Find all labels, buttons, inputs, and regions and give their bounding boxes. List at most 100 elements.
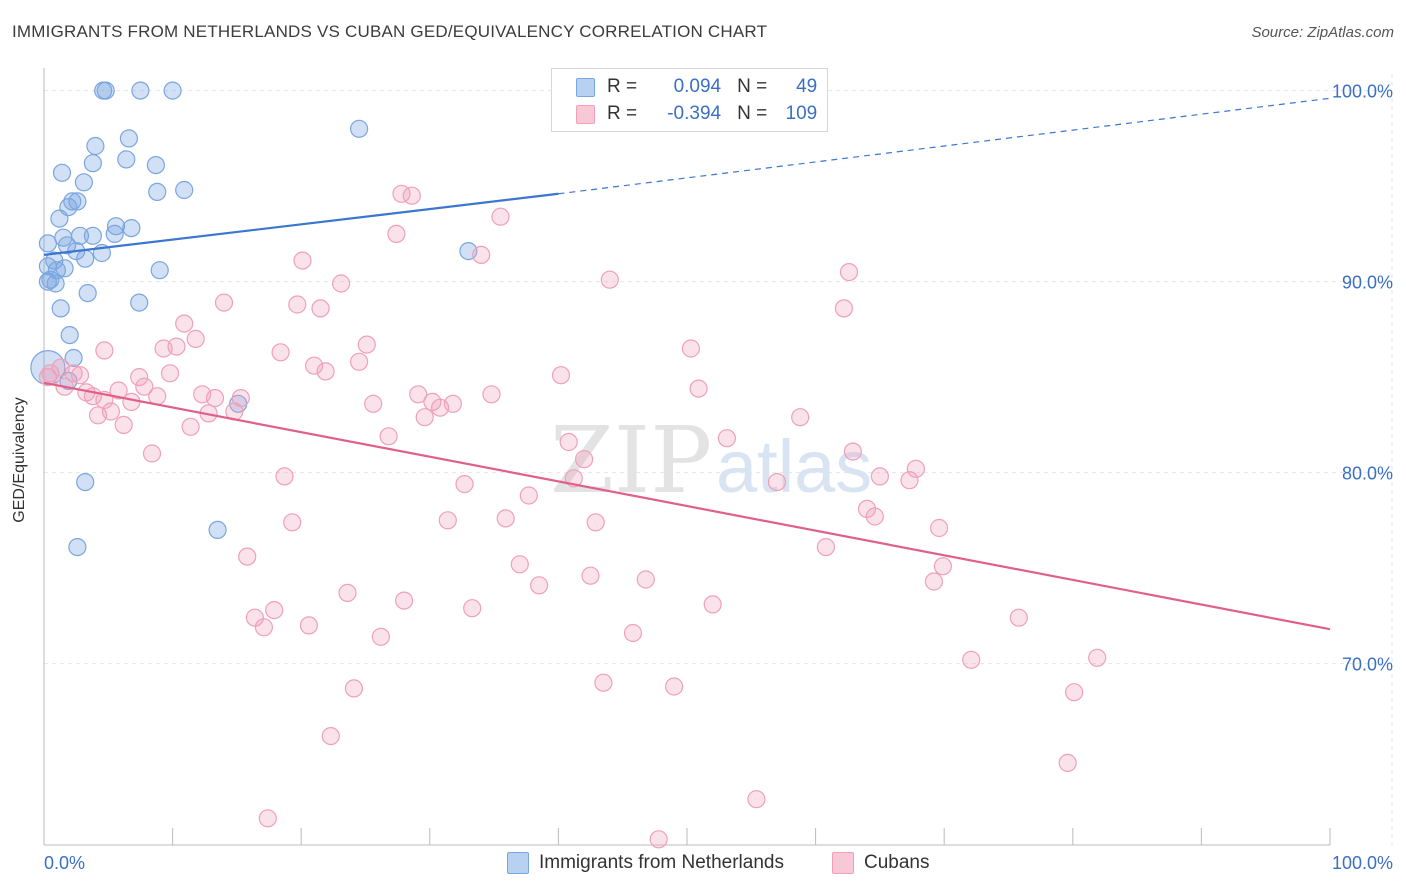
cuban-point <box>332 274 351 293</box>
netherlands-trend-extension <box>558 97 1331 195</box>
cuban-point <box>870 467 890 486</box>
netherlands-point <box>105 224 124 243</box>
netherlands-point <box>163 81 182 100</box>
cubans-trend-line <box>43 381 1331 631</box>
cuban-point <box>364 394 383 413</box>
netherlands-point <box>38 234 58 253</box>
cuban-point <box>510 555 529 574</box>
cuban-point <box>409 385 428 404</box>
cuban-point <box>371 627 390 646</box>
cuban-point <box>443 394 462 413</box>
cuban-point <box>1064 683 1084 702</box>
cuban-point <box>664 677 684 696</box>
netherlands-point <box>68 192 87 211</box>
cuban-point <box>258 809 277 828</box>
trend-lines <box>43 97 1331 631</box>
r-label: R = <box>607 76 638 97</box>
netherlands-point <box>76 473 95 492</box>
cuban-point <box>703 595 722 614</box>
cuban-point <box>350 352 369 371</box>
cuban-point <box>962 650 981 669</box>
cuban-point <box>402 186 421 205</box>
cuban-point <box>114 415 133 434</box>
netherlands-point <box>83 154 103 173</box>
netherlands-point <box>41 270 60 289</box>
cuban-point <box>681 339 701 358</box>
tick-labels: 70.0% 80.0% 90.0% 100.0% 0.0% 100.0% <box>44 82 1393 873</box>
cuban-point <box>122 392 141 411</box>
r-label: R = <box>607 103 638 124</box>
cuban-point <box>379 427 398 446</box>
cuban-point <box>929 518 949 538</box>
cuban-point <box>767 473 787 492</box>
cuban-point <box>101 402 121 421</box>
netherlands-point <box>150 261 169 280</box>
n-label: N = <box>737 76 768 97</box>
cuban-point <box>357 335 376 354</box>
cuban-point <box>205 389 225 408</box>
legend-item-cubans: Cubans <box>832 852 930 874</box>
cuban-point <box>472 245 491 264</box>
n-value: 109 <box>785 103 818 124</box>
axes <box>43 68 1331 846</box>
chart-title: IMMIGRANTS FROM NETHERLANDS VS CUBAN GED… <box>12 22 768 41</box>
cuban-point <box>834 299 854 318</box>
netherlands-point <box>131 81 150 100</box>
data-points <box>30 81 1107 849</box>
cuban-point <box>933 557 953 576</box>
netherlands-point <box>175 180 194 200</box>
gridlines <box>44 74 1393 845</box>
cuban-point <box>231 389 250 408</box>
cuban-point <box>649 830 668 849</box>
cuban-point <box>160 364 180 383</box>
legend-row-cubans: R = -0.394 N = 109 <box>576 101 817 127</box>
cuban-point <box>843 442 863 461</box>
cuban-point <box>924 572 944 591</box>
cuban-point <box>839 263 859 282</box>
cuban-point <box>636 570 655 589</box>
cuban-point <box>238 547 257 566</box>
netherlands-point <box>106 217 126 236</box>
cuban-point <box>519 486 538 505</box>
netherlands-swatch <box>576 77 595 97</box>
netherlands-point <box>78 284 97 303</box>
cuban-point <box>148 387 167 406</box>
cuban-point <box>135 377 154 396</box>
netherlands-legend-label: Immigrants from Netherlands <box>539 852 784 873</box>
netherlands-point <box>74 173 94 192</box>
source-label: Source: ZipAtlas.com <box>1251 24 1394 41</box>
netherlands-point <box>122 219 141 238</box>
x-tick-label: 0.0% <box>44 853 85 873</box>
cuban-point <box>600 270 619 289</box>
cuban-point <box>1058 753 1077 773</box>
y-tick-label: 90.0% <box>1342 273 1393 293</box>
cuban-point <box>142 444 162 463</box>
cuban-point <box>865 507 884 526</box>
netherlands-point <box>117 150 136 169</box>
n-label: N = <box>737 103 768 124</box>
netherlands-point <box>70 226 90 245</box>
cuban-point <box>321 726 340 746</box>
netherlands-point <box>64 348 83 368</box>
cuban-point <box>293 251 312 270</box>
netherlands-trend-line <box>43 192 559 256</box>
cuban-point <box>586 513 605 532</box>
cuban-point <box>41 364 60 383</box>
netherlands-point <box>119 129 138 148</box>
cuban-point <box>95 341 114 360</box>
y-tick-label: 70.0% <box>1342 655 1393 675</box>
cuban-point <box>463 599 482 618</box>
stats-legend: R = 0.094 N = 49 R = -0.394 N = 109 <box>551 68 828 132</box>
cuban-point <box>271 343 290 362</box>
cuban-point <box>906 459 926 478</box>
cuban-point <box>491 207 510 226</box>
cuban-point <box>438 511 457 530</box>
cuban-point <box>574 450 594 469</box>
cuban-point <box>857 499 877 518</box>
cuban-point <box>496 509 515 528</box>
cuban-point <box>338 583 357 603</box>
netherlands-point <box>208 520 227 540</box>
legend-item-netherlands: Immigrants from Netherlands <box>507 852 784 874</box>
cubans-swatch <box>576 104 595 124</box>
